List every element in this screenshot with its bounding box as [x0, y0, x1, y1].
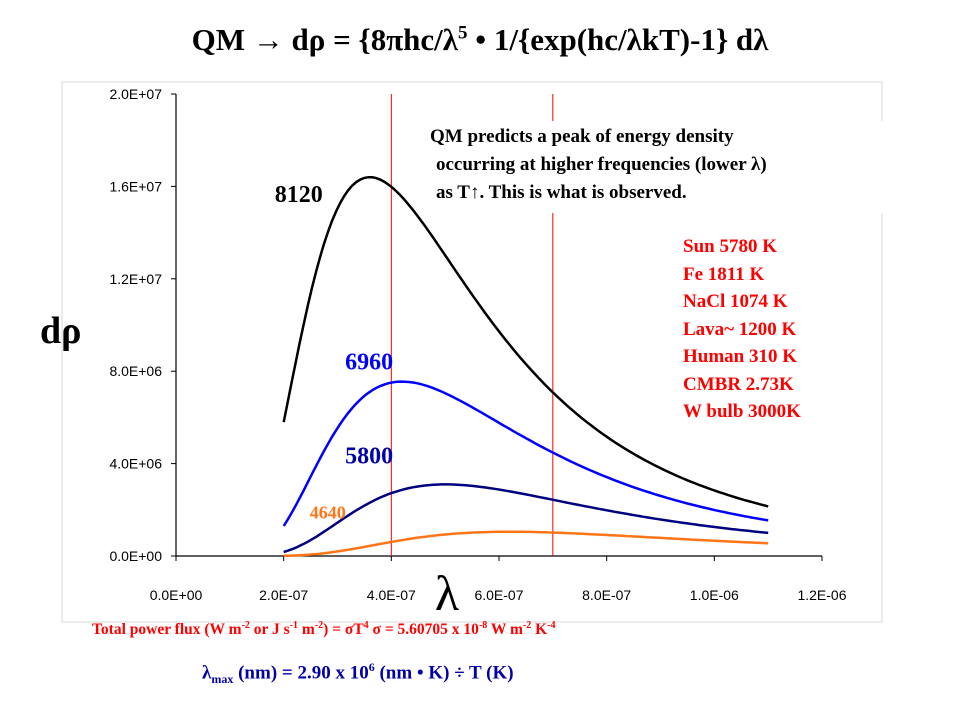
- plot-frame: [61, 81, 883, 623]
- series-label: 6960: [345, 350, 393, 376]
- x-tick-label: 0.0E+00: [150, 587, 203, 603]
- x-tick-label: 2.0E-07: [259, 587, 308, 603]
- temperature-item: NaCl 1074 K: [683, 291, 788, 312]
- series-line-4640: [283, 530, 769, 558]
- chart-title: QM → dρ = {8πhc/λ5 • 1/{exp(hc/λkT)-1} d…: [191, 22, 769, 57]
- temperature-item: Fe 1811 K: [683, 263, 765, 285]
- power-flux-formula: Total power flux (W m-2 or J s-1 m-2) = …: [92, 620, 556, 639]
- x-tick-label: 1.2E-06: [797, 587, 846, 603]
- y-tick-label: 4.0E+06: [109, 456, 162, 472]
- x-tick-label: 4.0E-07: [367, 587, 416, 603]
- series-label: 5800: [345, 443, 393, 469]
- temperature-list: Sun 5780 K Fe 1811 K NaCl 1074 K Lava~ 1…: [683, 233, 801, 426]
- y-tick-label: 2.0E+07: [109, 86, 162, 102]
- wien-law-formula: λmax (nm) = 2.90 x 106 (nm • K) ÷ T (K): [202, 660, 514, 687]
- temperature-item: W bulb 3000K: [683, 401, 801, 422]
- note-line-2: occurring at higher frequencies (lower λ…: [436, 154, 767, 175]
- y-tick-label: 1.2E+07: [109, 271, 162, 287]
- x-axis-label: λ: [435, 565, 459, 621]
- series-line-8120: [282, 175, 769, 508]
- y-tick-label: 8.0E+06: [109, 363, 162, 379]
- temperature-item: CMBR 2.73K: [683, 373, 794, 395]
- x-tick-label: 6.0E-07: [474, 587, 523, 603]
- x-tick-label: 1.0E-06: [690, 587, 739, 603]
- series-line-5800: [283, 483, 769, 554]
- series-line-6960: [282, 380, 769, 527]
- qm-note: QM predicts a peak of energy density occ…: [420, 121, 885, 213]
- y-axis-label: dρ: [40, 310, 81, 352]
- temperature-item: Lava~ 1200 K: [683, 318, 797, 340]
- y-tick-label: 0.0E+00: [109, 548, 162, 564]
- y-tick-label: 1.6E+07: [109, 178, 162, 194]
- temperature-item: Human 310 K: [683, 346, 798, 367]
- series-label: 8120: [275, 182, 323, 208]
- note-line-1: QM predicts a peak of energy density: [430, 126, 734, 147]
- x-tick-label: 8.0E-07: [582, 587, 631, 603]
- series-label: 4640: [310, 503, 346, 523]
- note-line-3: as T↑. This is what is observed.: [436, 182, 687, 203]
- temperature-item: Sun 5780 K: [683, 236, 777, 257]
